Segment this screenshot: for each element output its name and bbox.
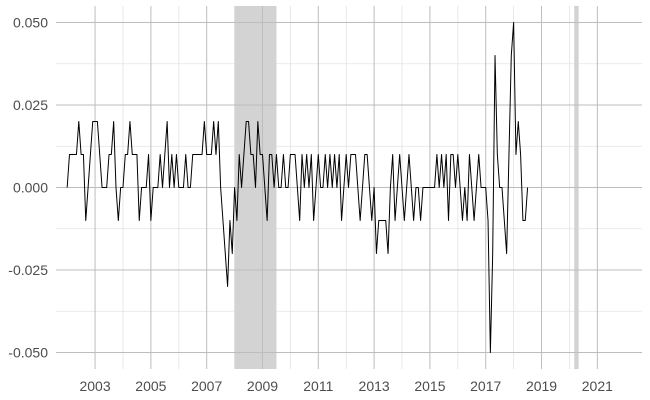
x-tick-label: 2009 (247, 378, 278, 394)
series-layer (66, 22, 529, 353)
y-axis-tick-labels: -0.050 -0.025 0.000 0.025 0.050 (8, 15, 48, 361)
x-tick-label: 2011 (303, 378, 333, 394)
x-tick-label: 2007 (191, 378, 222, 394)
y-tick-label: 0.050 (13, 15, 48, 31)
x-tick-label: 2017 (470, 378, 501, 394)
x-tick-label: 2021 (582, 378, 613, 394)
x-tick-label: 2013 (359, 378, 390, 394)
x-tick-label: 2003 (79, 378, 110, 394)
x-tick-label: 2019 (526, 378, 557, 394)
y-tick-label: -0.025 (8, 262, 48, 278)
y-tick-label: -0.050 (8, 345, 48, 361)
y-tick-label: 0.000 (13, 180, 48, 196)
series-line (66, 22, 529, 353)
x-axis-tick-labels: 2003 2005 2007 2009 2011 2013 2015 2017 2019 2021 (79, 378, 613, 394)
x-tick-label: 2005 (135, 378, 166, 394)
x-tick-label: 2015 (414, 378, 445, 394)
y-tick-label: 0.025 (13, 97, 48, 113)
